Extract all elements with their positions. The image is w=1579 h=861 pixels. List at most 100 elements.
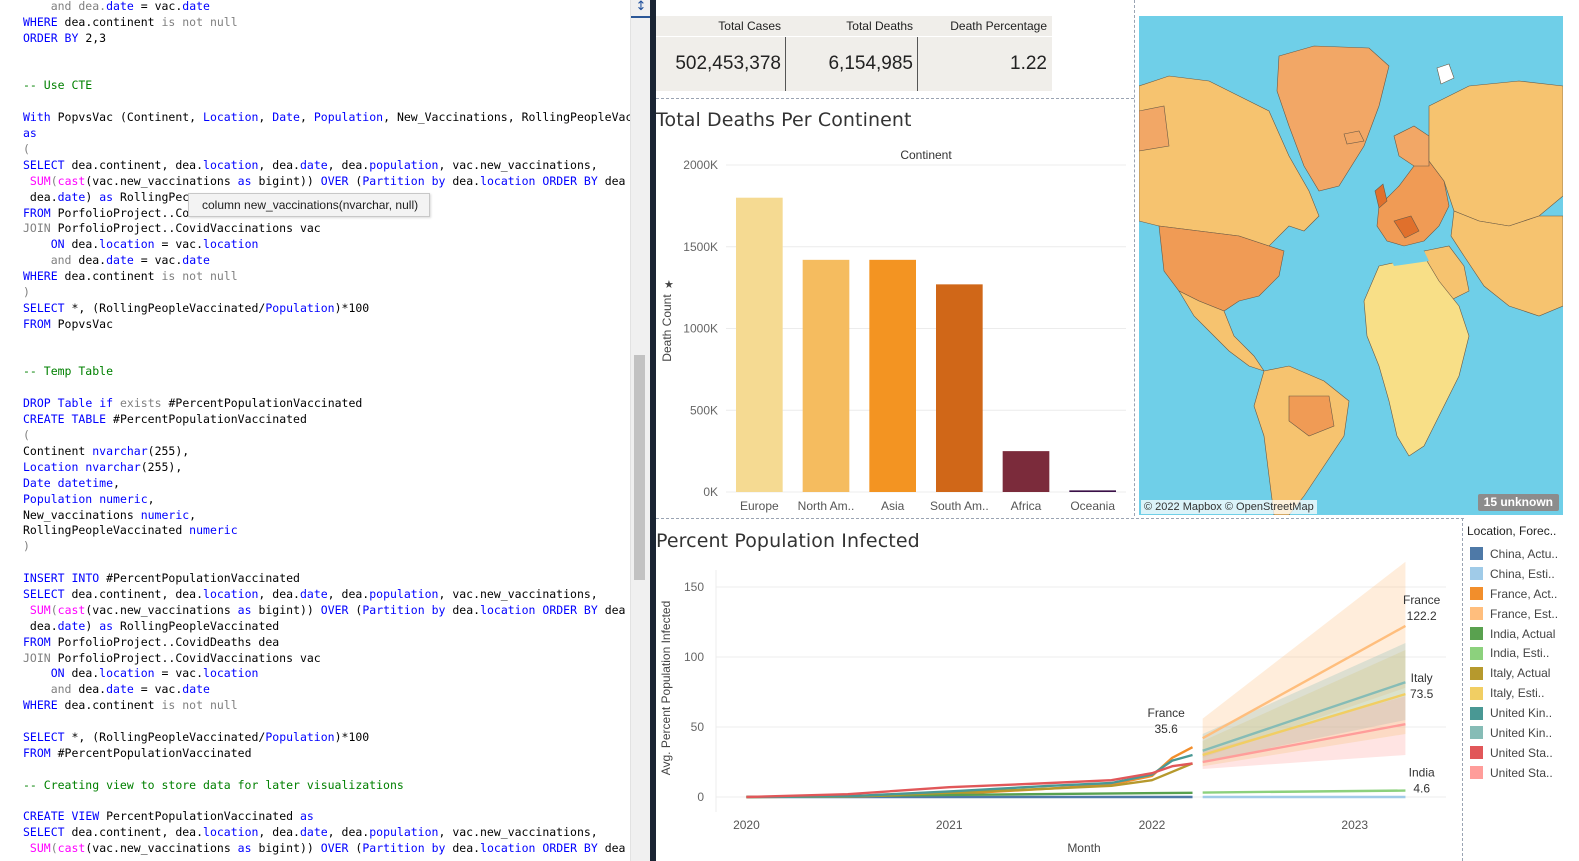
code-line[interactable]: With PopvsVac (Continent, Location, Date… <box>23 110 630 126</box>
legend-item[interactable]: France, Act.. <box>1464 584 1577 604</box>
code-line[interactable]: CREATE TABLE #PercentPopulationVaccinate… <box>23 412 630 428</box>
code-line[interactable]: SUM(cast(vac.new_vaccinations as bigint)… <box>23 841 630 857</box>
legend-item[interactable]: China, Actu.. <box>1464 544 1577 564</box>
code-line[interactable]: dea.date) as RollingPec <box>23 190 630 206</box>
code-line[interactable]: ( <box>23 428 630 444</box>
code-token: dea. <box>445 173 481 188</box>
code-token: , dea. <box>327 586 370 601</box>
code-line[interactable]: SELECT *, (RollingPeopleVaccinated/Popul… <box>23 730 630 746</box>
code-line[interactable] <box>23 47 630 63</box>
code-line[interactable]: ( <box>23 142 630 158</box>
series-line[interactable] <box>746 753 1193 799</box>
code-line[interactable]: Location nvarchar(255), <box>23 460 630 476</box>
code-token: ORDER BY <box>542 173 598 188</box>
series-line[interactable] <box>1202 624 1407 740</box>
code-line[interactable]: FROM PorfolioProject..Co <box>23 206 630 222</box>
code-line[interactable]: FROM #PercentPopulationVaccinated <box>23 746 630 762</box>
percent-infected-chart[interactable]: 0 50 100 150 2020 2021 2022 2023 Month Avg. Perce… <box>656 560 1462 861</box>
scrollbar-thumb[interactable] <box>634 355 645 580</box>
legend-item[interactable]: United Sta.. <box>1464 743 1577 763</box>
code-line[interactable]: SELECT dea.continent, dea.location, dea.… <box>23 825 630 841</box>
code-line[interactable]: JOIN PorfolioProject..CovidVaccinations … <box>23 651 630 667</box>
code-line[interactable] <box>23 63 630 79</box>
legend-item[interactable]: India, Esti.. <box>1464 643 1577 663</box>
code-line[interactable]: ) <box>23 285 630 301</box>
code-line[interactable] <box>23 380 630 396</box>
world-map[interactable]: © 2022 Mapbox © OpenStreetMap 15 unknown <box>1139 16 1563 515</box>
legend-item[interactable]: France, Est.. <box>1464 604 1577 624</box>
code-line[interactable] <box>23 349 630 365</box>
legend-item[interactable]: United Sta.. <box>1464 763 1577 783</box>
bar[interactable] <box>802 259 850 492</box>
bar[interactable] <box>1069 490 1116 492</box>
bar[interactable] <box>1002 451 1050 492</box>
code-line[interactable]: and dea.date = vac.date <box>23 253 630 269</box>
code-token: dea. <box>71 253 107 268</box>
code-line[interactable]: SELECT dea.continent, dea.location, dea.… <box>23 587 630 603</box>
code-line[interactable]: and dea.date = vac.date <box>23 0 630 15</box>
code-line[interactable]: CREATE VIEW PercentPopulationVaccinated … <box>23 809 630 825</box>
code-line[interactable]: FROM PopvsVac <box>23 317 630 333</box>
code-line[interactable]: as <box>23 126 630 142</box>
code-line[interactable]: and dea.date = vac.date <box>23 682 630 698</box>
code-line[interactable]: WHERE dea.continent is not null <box>23 698 630 714</box>
code-token: )*100 <box>334 300 370 315</box>
code-line[interactable]: DROP Table if exists #PercentPopulationV… <box>23 396 630 412</box>
code-line[interactable]: WHERE dea.continent is not null <box>23 15 630 31</box>
code-token: as <box>99 189 114 204</box>
code-line[interactable] <box>23 555 630 571</box>
code-line[interactable]: INSERT INTO #PercentPopulationVaccinated <box>23 571 630 587</box>
code-line[interactable]: SUM(cast(vac.new_vaccinations as bigint)… <box>23 174 630 190</box>
unknown-locations-badge[interactable]: 15 unknown <box>1477 494 1559 511</box>
code-line[interactable]: SELECT *, (RollingPeopleVaccinated/Popul… <box>23 301 630 317</box>
code-line[interactable]: -- Use CTE <box>23 78 630 94</box>
legend-item[interactable]: India, Actual <box>1464 624 1577 644</box>
code-line[interactable]: ON dea.location = vac.location <box>23 666 630 682</box>
bar[interactable] <box>936 284 983 492</box>
code-line[interactable]: ) <box>23 539 630 555</box>
code-line[interactable]: ON dea.location = vac.location <box>23 237 630 253</box>
pane-divider[interactable] <box>650 0 656 861</box>
bar[interactable] <box>736 197 783 492</box>
code-line[interactable]: RollingPeopleVaccinated numeric <box>23 523 630 539</box>
series-line[interactable] <box>1202 789 1406 794</box>
legend-item[interactable]: China, Esti.. <box>1464 564 1577 584</box>
map-land[interactable] <box>1139 16 1563 515</box>
code-line[interactable]: JOIN PorfolioProject..CovidVaccinations … <box>23 221 630 237</box>
series-line[interactable] <box>1202 681 1406 752</box>
code-line[interactable] <box>23 762 630 778</box>
legend-item[interactable]: Italy, Esti.. <box>1464 683 1577 703</box>
sql-code[interactable]: and dea.date = vac.date WHERE dea.contine… <box>23 0 630 857</box>
sql-editor[interactable]: and dea.date = vac.date WHERE dea.contine… <box>0 0 630 861</box>
code-line[interactable]: dea.date) as RollingPeopleVaccinated <box>23 619 630 635</box>
legend-item[interactable]: Italy, Actual <box>1464 663 1577 683</box>
series-line[interactable] <box>1202 692 1406 757</box>
deaths-per-continent-chart[interactable]: Continent 0K 500K 1000K 1500K 2000K Death Coun… <box>656 140 1134 518</box>
code-line[interactable]: SUM(cast(vac.new_vaccinations as bigint)… <box>23 603 630 619</box>
legend-item[interactable]: United Kin.. <box>1464 723 1577 743</box>
split-editor-icon[interactable]: ↕ <box>635 0 647 14</box>
bar[interactable] <box>869 259 916 492</box>
chart-legend[interactable]: Location, Forec.. China, Actu.. China, Es… <box>1464 516 1577 861</box>
code-line[interactable]: -- Temp Table <box>23 364 630 380</box>
code-line[interactable]: Date datetime, <box>23 476 630 492</box>
code-line[interactable]: Continent nvarchar(255), <box>23 444 630 460</box>
legend-item[interactable]: United Kin.. <box>1464 703 1577 723</box>
code-line[interactable] <box>23 714 630 730</box>
editor-scrollbar[interactable]: ↕ <box>630 0 650 861</box>
series-line[interactable] <box>746 762 1193 799</box>
pin-icon[interactable]: ★ <box>664 279 674 291</box>
code-line[interactable]: FROM PorfolioProject..CovidDeaths dea <box>23 635 630 651</box>
code-line[interactable]: ORDER BY 2,3 <box>23 31 630 47</box>
code-line[interactable]: SELECT dea.continent, dea.location, dea.… <box>23 158 630 174</box>
code-line[interactable] <box>23 333 630 349</box>
series-line[interactable] <box>1202 723 1406 764</box>
code-line[interactable]: -- Creating view to store data for later… <box>23 778 630 794</box>
code-line[interactable]: WHERE dea.continent is not null <box>23 269 630 285</box>
code-line[interactable] <box>23 94 630 110</box>
code-line[interactable] <box>23 794 630 810</box>
code-token: (255), <box>140 459 183 474</box>
map-attribution[interactable]: © 2022 Mapbox © OpenStreetMap <box>1141 500 1317 514</box>
code-line[interactable]: Population numeric, <box>23 492 630 508</box>
code-line[interactable]: New_vaccinations numeric, <box>23 508 630 524</box>
